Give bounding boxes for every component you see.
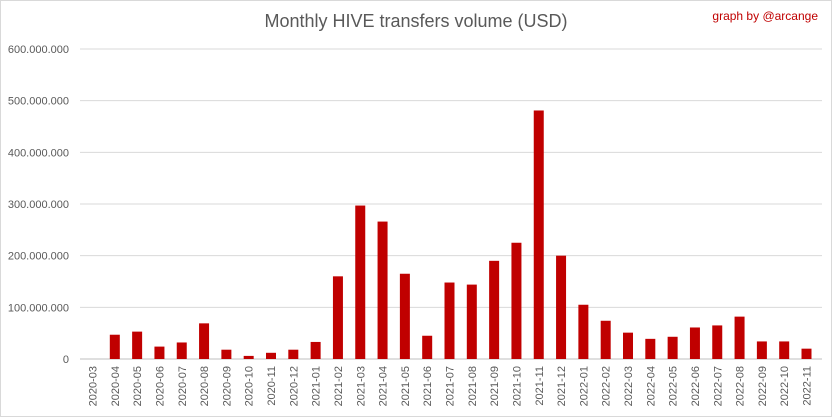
x-tick-label: 2021-09: [489, 366, 501, 406]
x-tick-label: 2022-11: [802, 366, 814, 406]
bar-2022-11: [801, 348, 812, 359]
x-tick-label: 2020-11: [266, 366, 278, 406]
bar-2021-08: [466, 284, 477, 359]
x-tick-label: 2022-04: [645, 366, 657, 406]
x-tick-label: 2021-03: [355, 366, 367, 406]
bar-2020-08: [199, 323, 210, 359]
x-tick-label: 2022-02: [601, 366, 613, 406]
bar-2022-07: [712, 325, 723, 359]
bar-2020-07: [176, 342, 187, 359]
bar-2022-01: [578, 304, 589, 359]
bar-2021-09: [489, 260, 500, 359]
x-tick-label: 2021-04: [378, 366, 390, 406]
x-tick-label: 2020-07: [177, 366, 189, 406]
y-tick-label: 500.000.000: [8, 96, 69, 108]
x-axis-labels: 2020-03 2020-04 2020-05 2020-06 2020-07 2020-…: [88, 366, 814, 406]
x-tick-label: 2021-07: [445, 366, 457, 406]
y-tick-label: 400.000.000: [8, 147, 69, 159]
bars: [109, 110, 812, 359]
bar-2021-03: [355, 205, 366, 359]
bar-2022-02: [600, 320, 611, 359]
bar-2020-05: [132, 331, 143, 359]
y-tick-label: 600.000.000: [8, 44, 69, 56]
x-tick-label: 2022-08: [735, 366, 747, 406]
x-tick-label: 2022-05: [668, 366, 680, 406]
y-tick-label: 100.000.000: [8, 302, 69, 314]
bar-2020-06: [154, 346, 165, 359]
bar-2021-04: [377, 221, 388, 359]
x-tick-label: 2020-03: [88, 366, 100, 406]
bar-2020-10: [243, 355, 254, 359]
x-tick-label: 2020-08: [199, 366, 211, 406]
bar-2022-08: [734, 316, 745, 359]
y-axis-labels: 0 100.000.000 200.000.000 300.000.000 400.00…: [8, 44, 69, 366]
x-tick-label: 2021-02: [333, 366, 345, 406]
x-tick-label: 2022-06: [690, 366, 702, 406]
x-tick-label: 2022-10: [779, 366, 791, 406]
x-tick-label: 2020-05: [132, 366, 144, 406]
bar-2021-02: [332, 276, 343, 359]
y-tick-label: 300.000.000: [8, 199, 69, 211]
bar-2021-06: [422, 335, 433, 359]
bar-2021-11: [533, 110, 544, 359]
x-tick-label: 2021-01: [311, 366, 323, 406]
x-tick-label: 2020-09: [221, 366, 233, 406]
bar-2021-01: [310, 341, 321, 359]
bar-2022-09: [756, 341, 767, 359]
x-tick-label: 2020-04: [110, 366, 122, 406]
bar-2022-10: [779, 341, 790, 359]
y-tick-label: 0: [63, 354, 69, 366]
bar-2020-04: [109, 334, 120, 359]
x-tick-label: 2021-10: [511, 366, 523, 406]
bar-2020-09: [221, 349, 232, 359]
x-tick-label: 2022-07: [712, 366, 724, 406]
x-tick-label: 2022-03: [623, 366, 635, 406]
bar-2021-07: [444, 282, 455, 359]
x-tick-label: 2021-08: [467, 366, 479, 406]
y-tick-label: 200.000.000: [8, 251, 69, 263]
chart-credit: graph by @arcange: [712, 9, 818, 23]
bar-2021-05: [399, 273, 410, 359]
chart-title: Monthly HIVE transfers volume (USD): [264, 11, 568, 31]
x-tick-label: 2020-12: [288, 366, 300, 406]
bar-2021-12: [556, 255, 567, 359]
bar-2022-03: [623, 332, 633, 359]
bar-2022-04: [645, 338, 656, 359]
bar-2022-05: [667, 336, 678, 359]
bar-2022-06: [689, 327, 700, 359]
x-tick-label: 2020-06: [154, 366, 166, 406]
x-tick-label: 2021-12: [556, 366, 568, 406]
x-tick-label: 2021-06: [422, 366, 434, 406]
x-tick-label: 2022-09: [757, 366, 769, 406]
bar-2020-12: [288, 349, 299, 359]
x-tick-label: 2022-01: [578, 366, 590, 406]
bar-2021-10: [511, 242, 522, 359]
x-tick-label: 2020-10: [244, 366, 256, 406]
bar-2020-11: [266, 352, 276, 359]
x-tick-label: 2021-05: [400, 366, 412, 406]
x-tick-label: 2021-11: [534, 366, 546, 406]
